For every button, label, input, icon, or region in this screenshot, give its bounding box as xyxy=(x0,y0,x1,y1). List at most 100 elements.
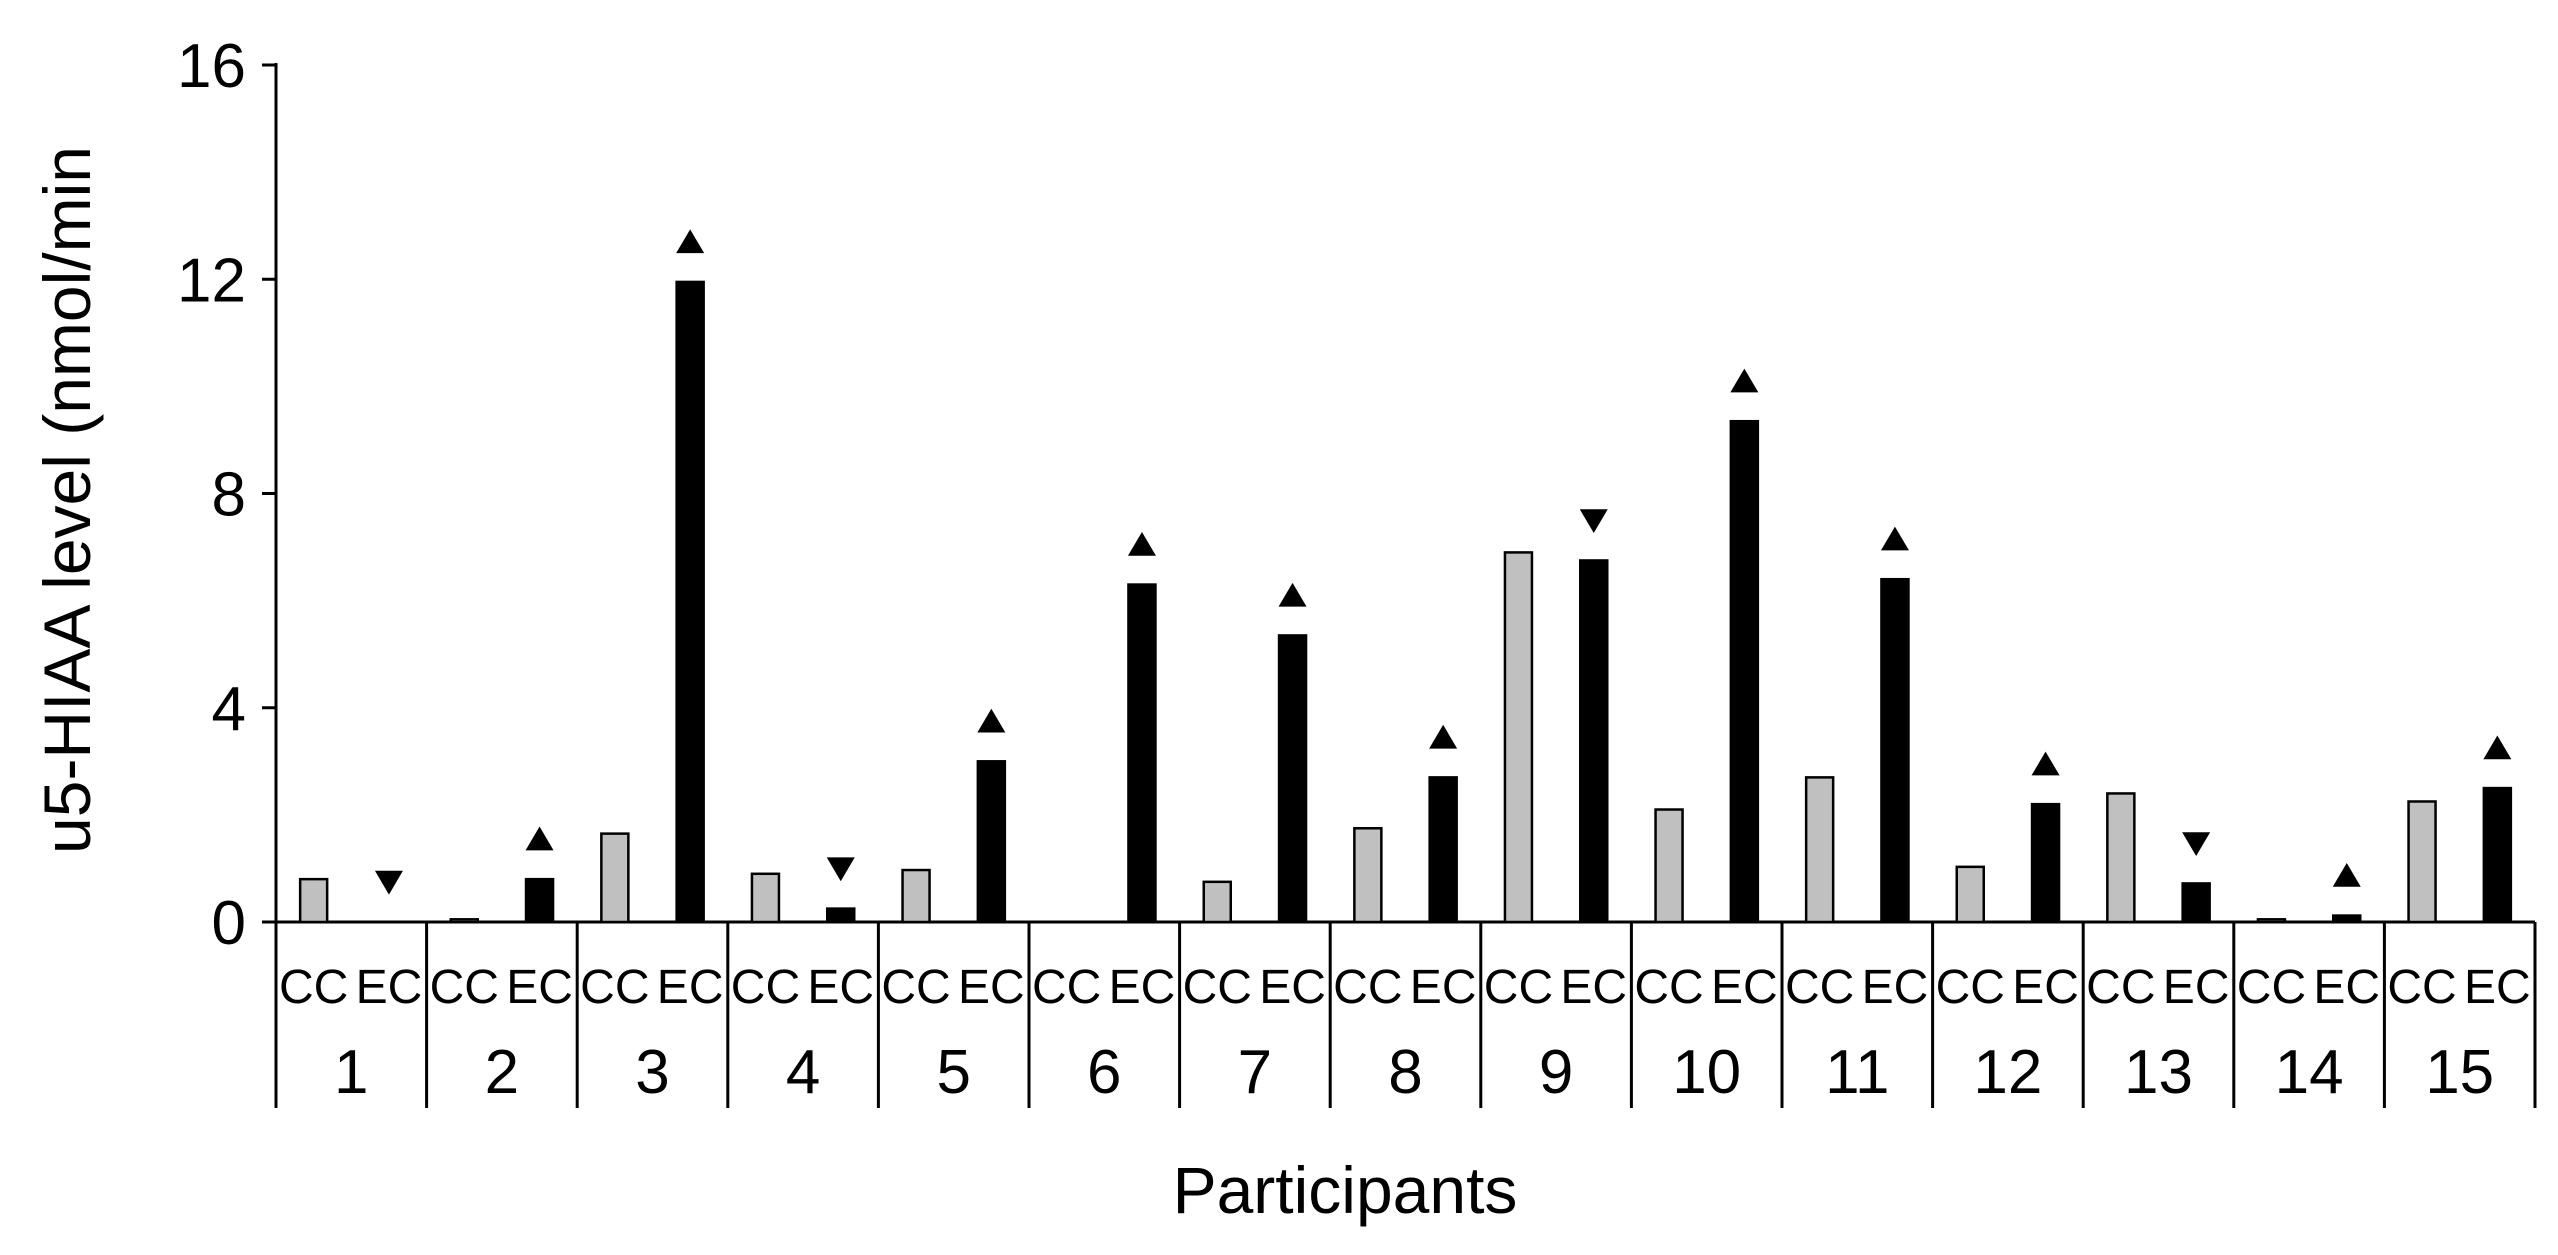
y-axis: 0 4 8 12 16 xyxy=(177,32,278,958)
subgroup-label: EC xyxy=(2012,961,2079,1014)
subgroup-label: CC xyxy=(1183,961,1252,1014)
bar-ec xyxy=(2332,914,2362,924)
subgroup-label: CC xyxy=(1032,961,1101,1014)
bar-cc xyxy=(600,832,630,924)
participant-label: 4 xyxy=(786,1038,820,1107)
participant-label: 5 xyxy=(936,1038,970,1107)
bar-ec xyxy=(2030,802,2061,924)
subgroup-label: EC xyxy=(1862,961,1929,1014)
decrease-marker xyxy=(826,857,855,882)
y-tick-label: 16 xyxy=(177,32,246,101)
participant-label: 3 xyxy=(635,1038,669,1107)
bar-cc xyxy=(1654,808,1684,924)
participant-label: 7 xyxy=(1238,1038,1272,1107)
bar-ec xyxy=(1729,419,1760,924)
bar-ec xyxy=(2482,786,2513,924)
subgroup-label: EC xyxy=(1410,961,1477,1014)
increase-marker xyxy=(1127,531,1156,556)
bar-ec xyxy=(826,907,856,924)
bar-cc xyxy=(449,918,479,924)
increase-marker xyxy=(2332,862,2361,887)
participant-label: 11 xyxy=(1825,1038,1889,1107)
bar-cc xyxy=(1955,865,1985,924)
subgroup-label: EC xyxy=(958,961,1025,1014)
bar-cc xyxy=(1804,776,1835,924)
y-tick-label: 8 xyxy=(212,461,246,530)
subgroup-label: CC xyxy=(1333,961,1402,1014)
bar-cc xyxy=(750,872,781,924)
participant-label: 14 xyxy=(2275,1038,2344,1107)
subgroup-label: EC xyxy=(2313,961,2380,1014)
bar-ec xyxy=(1880,577,1910,924)
bar-ec xyxy=(976,760,1007,924)
bar-cc xyxy=(1202,880,1232,924)
subgroup-label: EC xyxy=(1560,961,1627,1014)
y-tick-label: 0 xyxy=(212,889,246,958)
increase-marker xyxy=(977,708,1006,733)
bar-ec xyxy=(675,280,705,924)
bar-ec xyxy=(1579,559,1609,924)
subgroup-label: EC xyxy=(807,961,874,1014)
participant-label: 8 xyxy=(1388,1038,1422,1107)
bar-cc xyxy=(2407,800,2437,924)
bar-cc xyxy=(1353,827,1383,924)
bar-cc xyxy=(1503,551,1534,924)
increase-marker xyxy=(1730,368,1759,393)
subgroup-label: CC xyxy=(2237,961,2306,1014)
increase-marker xyxy=(2031,751,2060,776)
participant-label: 9 xyxy=(1539,1038,1573,1107)
subgroup-label: EC xyxy=(1109,961,1176,1014)
increase-marker xyxy=(1429,724,1458,749)
y-tick-label: 12 xyxy=(177,246,246,315)
bar-ec xyxy=(524,877,555,924)
bar-ec xyxy=(1428,776,1458,924)
increase-marker xyxy=(2483,735,2512,760)
subgroup-label: CC xyxy=(881,961,950,1014)
subgroup-label: EC xyxy=(506,961,573,1014)
bar-ec xyxy=(1277,634,1308,924)
participant-label: 10 xyxy=(1672,1038,1741,1107)
subgroup-label: CC xyxy=(1634,961,1703,1014)
decrease-marker xyxy=(1579,509,1608,534)
participant-label: 2 xyxy=(485,1038,519,1107)
increase-marker xyxy=(1880,526,1909,551)
subgroup-label: CC xyxy=(731,961,800,1014)
participant-label: 6 xyxy=(1087,1038,1121,1107)
bars xyxy=(298,280,2513,924)
subgroup-label: CC xyxy=(2387,961,2456,1014)
subgroup-label: EC xyxy=(2464,961,2531,1014)
subgroup-label: EC xyxy=(1259,961,1326,1014)
subgroup-label: CC xyxy=(1936,961,2005,1014)
y-tick-label: 4 xyxy=(212,675,246,744)
x-axis xyxy=(274,920,2537,1108)
participant-label: 12 xyxy=(1973,1038,2042,1107)
subgroup-label: CC xyxy=(2086,961,2155,1014)
subgroup-label: EC xyxy=(356,961,423,1014)
increase-marker xyxy=(676,229,705,254)
y-axis-label: u5-HIAA level (nmol/min xyxy=(30,146,104,854)
participant-label: 13 xyxy=(2124,1038,2193,1107)
bar-cc xyxy=(298,877,329,924)
change-markers xyxy=(374,229,2512,895)
subgroup-label: EC xyxy=(1711,961,1778,1014)
subgroup-label: CC xyxy=(580,961,649,1014)
x-axis-label: Participants xyxy=(1173,1153,1518,1227)
bar-cc xyxy=(2256,918,2287,924)
decrease-marker xyxy=(374,870,403,895)
participant-label: 1 xyxy=(334,1038,368,1107)
subgroup-label: EC xyxy=(2163,961,2230,1014)
subgroup-label: CC xyxy=(1484,961,1553,1014)
bar-cc xyxy=(901,868,931,924)
subgroup-label: CC xyxy=(430,961,499,1014)
subgroup-label: CC xyxy=(1785,961,1854,1014)
bar-ec xyxy=(1127,583,1157,924)
subgroup-label: EC xyxy=(657,961,724,1014)
bar-cc xyxy=(2106,792,2136,924)
decrease-marker xyxy=(2182,832,2211,857)
increase-marker xyxy=(525,826,554,851)
bar-ec xyxy=(2181,882,2211,924)
subgroup-label: CC xyxy=(279,961,348,1014)
increase-marker xyxy=(1278,582,1307,607)
